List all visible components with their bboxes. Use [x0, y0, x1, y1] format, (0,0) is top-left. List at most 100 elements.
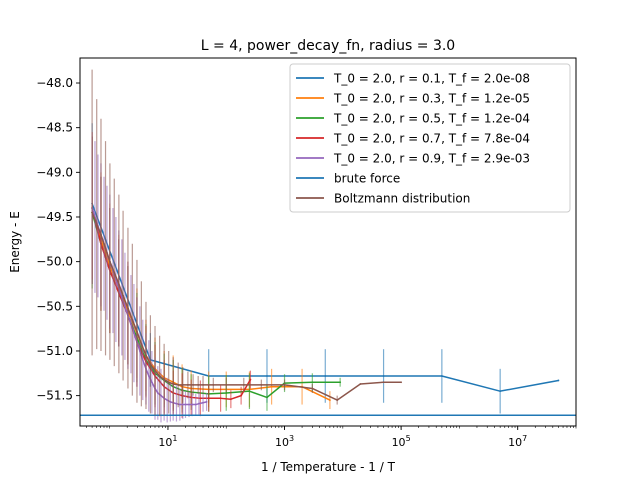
data-point — [91, 211, 94, 214]
data-point — [156, 392, 159, 394]
legend-entry: T_0 = 2.0, r = 0.5, T_f = 1.2e-04 — [333, 112, 530, 126]
x-axis-label: 1 / Temperature - 1 / T — [261, 460, 396, 474]
chart-title: L = 4, power_decay_fn, radius = 3.0 — [201, 38, 455, 54]
y-axis: −48.0 −48.5 −49.0 −49.5 −50.0 −50.5 −51.0 −51.5 — [36, 76, 80, 403]
data-point — [283, 384, 286, 386]
data-point — [266, 375, 268, 377]
data-point — [150, 381, 153, 384]
data-point — [131, 318, 134, 321]
data-point — [225, 392, 228, 394]
data-point — [175, 402, 178, 405]
data-point — [147, 375, 150, 377]
data-point — [199, 397, 202, 400]
data-point — [225, 384, 228, 386]
x-tick-label: 101 — [158, 434, 177, 449]
data-point — [181, 384, 184, 386]
legend-entry: T_0 = 2.0, r = 0.9, T_f = 2.9e-03 — [333, 152, 530, 166]
data-point — [149, 363, 152, 366]
data-point — [177, 384, 180, 386]
data-point — [122, 294, 124, 297]
data-point — [167, 381, 170, 384]
legend-entry: brute force — [334, 172, 400, 186]
data-point — [440, 375, 443, 377]
data-point — [499, 390, 502, 393]
legend: T_0 = 2.0, r = 0.1, T_f = 2.0e-08 T_0 = 2… — [289, 63, 571, 213]
legend-entry: Boltzmann distribution — [334, 192, 470, 206]
data-point — [311, 387, 314, 390]
y-tick-label: −48.0 — [36, 76, 73, 90]
data-point — [229, 398, 232, 401]
data-point — [266, 396, 268, 399]
series-7 — [91, 69, 403, 417]
data-point — [194, 403, 197, 406]
y-axis-label: Energy - E — [8, 211, 22, 273]
x-tick-label: 105 — [392, 434, 411, 449]
data-point — [172, 383, 175, 385]
data-point — [133, 332, 135, 335]
data-point — [328, 399, 331, 401]
data-point — [191, 403, 194, 406]
data-point — [359, 383, 362, 385]
data-point — [270, 385, 273, 388]
x-axis: 101 103 105 107 — [86, 426, 577, 449]
data-point — [260, 384, 263, 386]
data-point — [324, 375, 327, 377]
data-point — [145, 354, 147, 357]
data-point — [178, 403, 181, 406]
y-tick-label: −50.5 — [36, 299, 73, 313]
data-point — [205, 400, 208, 403]
legend-entry: T_0 = 2.0, r = 0.7, T_f = 7.8e-04 — [333, 132, 530, 146]
data-point — [141, 359, 144, 361]
y-tick-label: −48.5 — [36, 121, 73, 135]
data-point — [248, 390, 251, 393]
data-point — [104, 247, 107, 250]
data-point — [117, 283, 120, 285]
data-point — [109, 260, 111, 263]
data-point — [188, 403, 190, 406]
y-tick-label: −50.0 — [36, 255, 73, 269]
data-point — [113, 271, 116, 274]
data-point — [242, 384, 245, 386]
x-tick-label: 107 — [508, 434, 527, 449]
data-point — [169, 400, 172, 403]
data-point — [557, 379, 560, 382]
data-point — [163, 378, 166, 381]
data-point — [136, 330, 138, 333]
data-point — [154, 369, 156, 372]
data-point — [382, 381, 385, 384]
y-tick-label: −49.5 — [36, 210, 73, 224]
data-point — [336, 399, 339, 401]
data-point — [187, 384, 189, 386]
data-point — [127, 307, 129, 309]
data-point — [158, 375, 161, 377]
legend-entry: T_0 = 2.0, r = 0.3, T_f = 1.2e-05 — [333, 92, 530, 106]
data-point — [311, 381, 314, 384]
data-point — [219, 397, 222, 400]
data-point — [100, 233, 102, 236]
data-point — [184, 403, 187, 406]
data-point — [138, 350, 141, 352]
data-point — [130, 323, 132, 326]
data-point — [197, 384, 200, 386]
axes-frame — [79, 57, 577, 427]
y-tick-label: −51.5 — [36, 389, 73, 403]
data-point — [166, 399, 169, 401]
data-point — [249, 378, 252, 381]
data-point — [181, 403, 184, 406]
x-tick-label: 103 — [275, 434, 294, 449]
data-point — [382, 375, 385, 377]
data-point — [140, 342, 143, 345]
y-tick-label: −49.0 — [36, 165, 73, 179]
data-point — [202, 384, 204, 386]
data-point — [124, 305, 126, 308]
data-point — [95, 223, 98, 226]
data-point — [339, 381, 342, 384]
data-point — [160, 394, 162, 397]
legend-entry: T_0 = 2.0, r = 0.1, T_f = 2.0e-08 — [333, 72, 530, 86]
data-point — [207, 397, 210, 400]
data-point — [240, 394, 243, 397]
legend-box — [289, 63, 571, 213]
y-tick-label: −51.0 — [36, 344, 73, 358]
data-point — [400, 381, 403, 384]
